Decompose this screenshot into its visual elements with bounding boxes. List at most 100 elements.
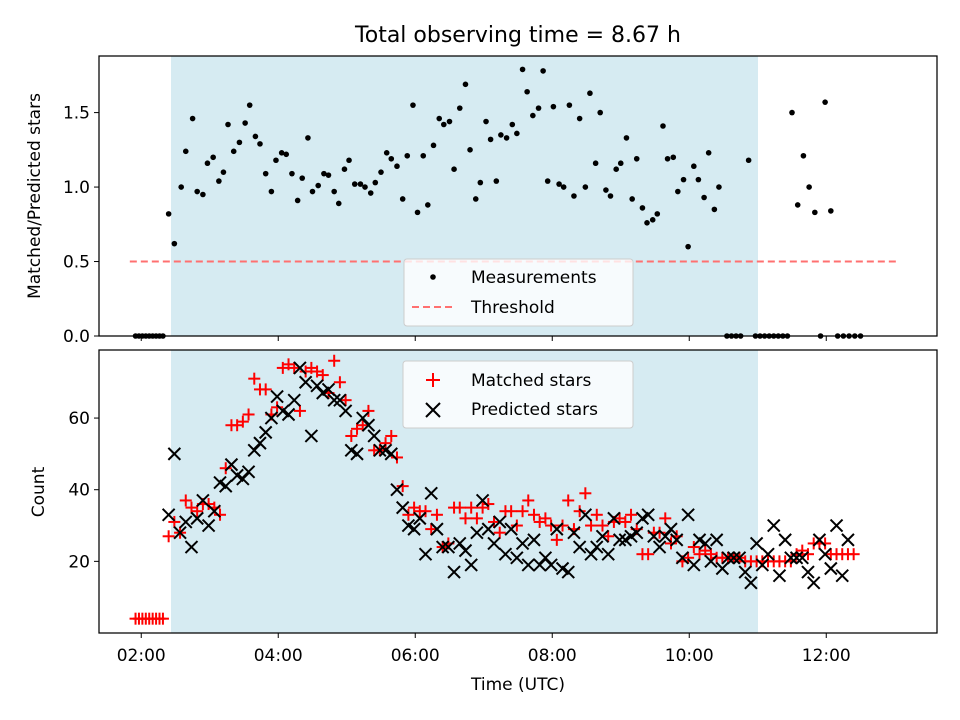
- measurement-point: [462, 81, 469, 88]
- measurement-point: [613, 166, 619, 172]
- predicted-star-point: [458, 543, 473, 558]
- predicted-star-point: [367, 429, 381, 443]
- predicted-star-point: [578, 508, 593, 522]
- matched-star-point: [527, 508, 540, 521]
- measurement-point: [483, 118, 489, 125]
- measurement-point: [644, 220, 650, 226]
- matched-star-point: [516, 505, 529, 518]
- measurement-point: [716, 184, 722, 190]
- measurement-point: [705, 150, 712, 156]
- measurement-point: [357, 181, 364, 187]
- matched-star-point: [288, 361, 301, 374]
- predicted-star-point: [761, 547, 775, 561]
- predicted-star-point: [658, 529, 672, 543]
- measurement-point: [372, 179, 379, 186]
- measurement-point: [535, 105, 542, 111]
- matched-star-point: [362, 404, 375, 417]
- measurement-point: [530, 112, 536, 119]
- predicted-star-point: [384, 447, 398, 461]
- measurement-point: [182, 148, 189, 155]
- top-legend: Measurements Threshold: [403, 258, 634, 327]
- measurement-point: [828, 208, 834, 214]
- matched-star-point: [819, 537, 832, 550]
- predicted-star-point: [167, 447, 182, 461]
- measurement-point: [560, 184, 567, 190]
- matched-star-point: [522, 494, 535, 507]
- predicted-star-point: [498, 547, 513, 561]
- x-tick-label: 02:00: [117, 646, 166, 666]
- predicted-star-point: [567, 525, 581, 540]
- predicted-star-point: [395, 500, 410, 515]
- predicted-star-point: [253, 436, 267, 450]
- matched-star-point: [453, 501, 466, 514]
- measurement-point: [346, 157, 352, 164]
- top-y-tick-label: 0.5: [63, 253, 90, 273]
- measurement-point: [440, 121, 447, 128]
- predicted-star-point: [527, 533, 541, 547]
- matched-star-point: [510, 519, 523, 532]
- bottom-plot-frame: [98, 349, 938, 634]
- measurement-point: [607, 193, 614, 199]
- measurement-point: [194, 188, 200, 195]
- predicted-star-point: [504, 522, 518, 536]
- measurement-point: [165, 211, 172, 217]
- measurement-point: [670, 154, 677, 161]
- measurement-point: [812, 209, 818, 216]
- matched-star-point: [847, 548, 860, 561]
- predicted-star-point: [258, 425, 273, 440]
- predicted-star-point: [207, 504, 222, 518]
- measurement-point: [794, 202, 801, 208]
- matched-star-point: [339, 394, 352, 407]
- measurement-point: [487, 136, 494, 143]
- top-y-axis-label: Matched/Predicted stars: [25, 93, 45, 299]
- predicted-star-point: [704, 554, 718, 569]
- bottom-panel: 20 40 60 02:00 04:00 06:00 08:00 10:00 12:00 Co…: [29, 349, 938, 695]
- x-tick-label: 06:00: [391, 646, 440, 666]
- predicted-star-point: [732, 551, 747, 565]
- predicted-star-point: [447, 565, 461, 579]
- top-legend-box: [403, 258, 634, 327]
- predicted-star-point: [407, 522, 421, 536]
- predicted-star-point: [413, 511, 427, 526]
- matched-star-point: [801, 548, 814, 561]
- measurement-point: [633, 155, 640, 162]
- measurement-point: [629, 196, 635, 202]
- measurement-point: [660, 123, 666, 129]
- measurement-point: [273, 157, 279, 164]
- chart-title: Total observing time = 8.67 h: [354, 23, 681, 48]
- measurement-point: [230, 148, 237, 155]
- top-y-ticks: 0.0 0.5 1.0 1.5: [63, 104, 99, 347]
- predicted-star-point: [293, 361, 307, 375]
- matched-star-point: [482, 498, 495, 511]
- measurement-point: [200, 191, 206, 198]
- matched-star-point: [653, 526, 666, 539]
- predicted-star-point: [612, 533, 627, 547]
- measurement-point: [299, 175, 306, 181]
- matched-star-point: [248, 372, 261, 385]
- predicted-star-point: [584, 547, 598, 561]
- measurement-point: [404, 152, 411, 159]
- predicted-star-point: [772, 568, 787, 583]
- predicted-star-point: [338, 404, 353, 418]
- predicted-star-point: [801, 565, 815, 579]
- matched-star-point: [219, 462, 232, 475]
- legend-measurements-marker: [430, 274, 436, 280]
- predicted-star-point: [441, 540, 456, 554]
- bottom-x-ticks: 02:00 04:00 06:00 08:00 10:00 12:00: [117, 633, 851, 666]
- predicted-star-point: [767, 518, 781, 533]
- predicted-star-point: [749, 536, 764, 551]
- predicted-star-point: [184, 540, 199, 554]
- measurement-point: [178, 184, 185, 190]
- matched-star-point: [162, 530, 175, 543]
- predicted-star-point: [789, 551, 804, 565]
- predicted-star-point: [241, 465, 256, 479]
- measurement-point: [745, 157, 752, 164]
- matched-star-point: [470, 512, 483, 525]
- measurement-point: [362, 184, 368, 190]
- measurement-point: [524, 88, 530, 95]
- predicted-star-point: [201, 518, 216, 533]
- predicted-star-point: [590, 540, 604, 554]
- measurement-point: [623, 135, 630, 141]
- matched-star-point: [488, 515, 501, 528]
